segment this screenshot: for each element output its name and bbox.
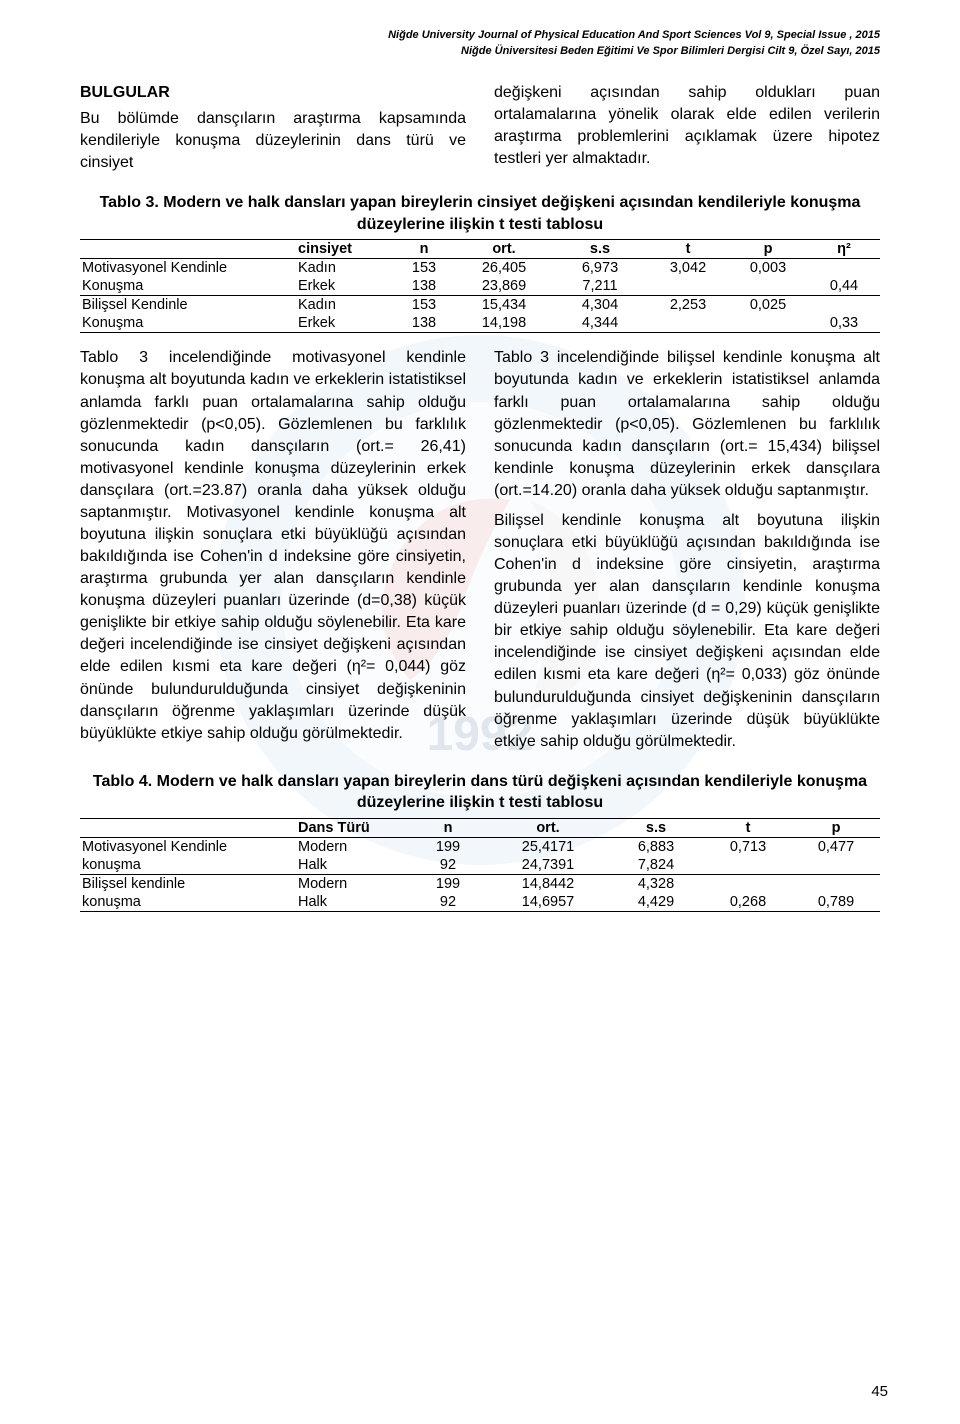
t3-h-eta: η² [808,240,880,259]
table-row: Motivasyonel Kendinle Modern 199 25,4171… [80,837,880,856]
t3-h-blank [80,240,296,259]
t4-h-ss: s.s [608,818,704,837]
intro-right: değişkeni açısından sahip oldukları puan… [494,82,880,170]
t3-h-ss: s.s [552,240,648,259]
t4-h-ort: ort. [488,818,608,837]
journal-header: Niğde University Journal of Physical Edu… [80,28,880,60]
t3-h-n: n [392,240,456,259]
t4-h-blank [80,818,296,837]
t4-h-dans: Dans Türü [296,818,408,837]
intro-left: Bu bölümde dansçıların araştırma kapsamı… [80,108,466,174]
t4-h-n: n [408,818,488,837]
page-number: 45 [871,1383,888,1400]
journal-header-en: Niğde University Journal of Physical Edu… [80,28,880,44]
table-row: konuşma Halk 92 14,6957 4,429 0,268 0,78… [80,893,880,912]
t3-h-ort: ort. [456,240,552,259]
journal-header-tr: Niğde Üniversitesi Beden Eğitimi Ve Spor… [80,44,880,60]
table-row: konuşma Halk 92 24,7391 7,824 [80,856,880,875]
table-row: Motivasyonel Kendinle Kadın 153 26,405 6… [80,259,880,278]
body-left-p1: Tablo 3 incelendiğinde motivasyonel kend… [80,347,466,744]
t3-h-cinsiyet: cinsiyet [296,240,392,259]
table3: cinsiyet n ort. s.s t p η² Motivasyonel … [80,239,880,333]
body-right-p1: Tablo 3 incelendiğinde bilişsel kendinle… [494,347,880,502]
table4-caption: Tablo 4. Modern ve halk dansları yapan b… [80,771,880,814]
table4: Dans Türü n ort. s.s t p Motivasyonel Ke… [80,818,880,912]
t4-h-p: p [792,818,880,837]
t3-h-p: p [728,240,808,259]
section-heading-bulgular: BULGULAR [80,82,466,104]
t4-h-t: t [704,818,792,837]
table-row: Konuşma Erkek 138 23,869 7,211 0,44 [80,277,880,296]
table3-caption: Tablo 3. Modern ve halk dansları yapan b… [80,192,880,235]
table-row: Konuşma Erkek 138 14,198 4,344 0,33 [80,314,880,333]
table-row: Bilişsel kendinle Modern 199 14,8442 4,3… [80,874,880,893]
body-right-p2: Bilişsel kendinle konuşma alt boyutuna i… [494,510,880,753]
table-row: Bilişsel Kendinle Kadın 153 15,434 4,304… [80,296,880,315]
t3-h-t: t [648,240,728,259]
